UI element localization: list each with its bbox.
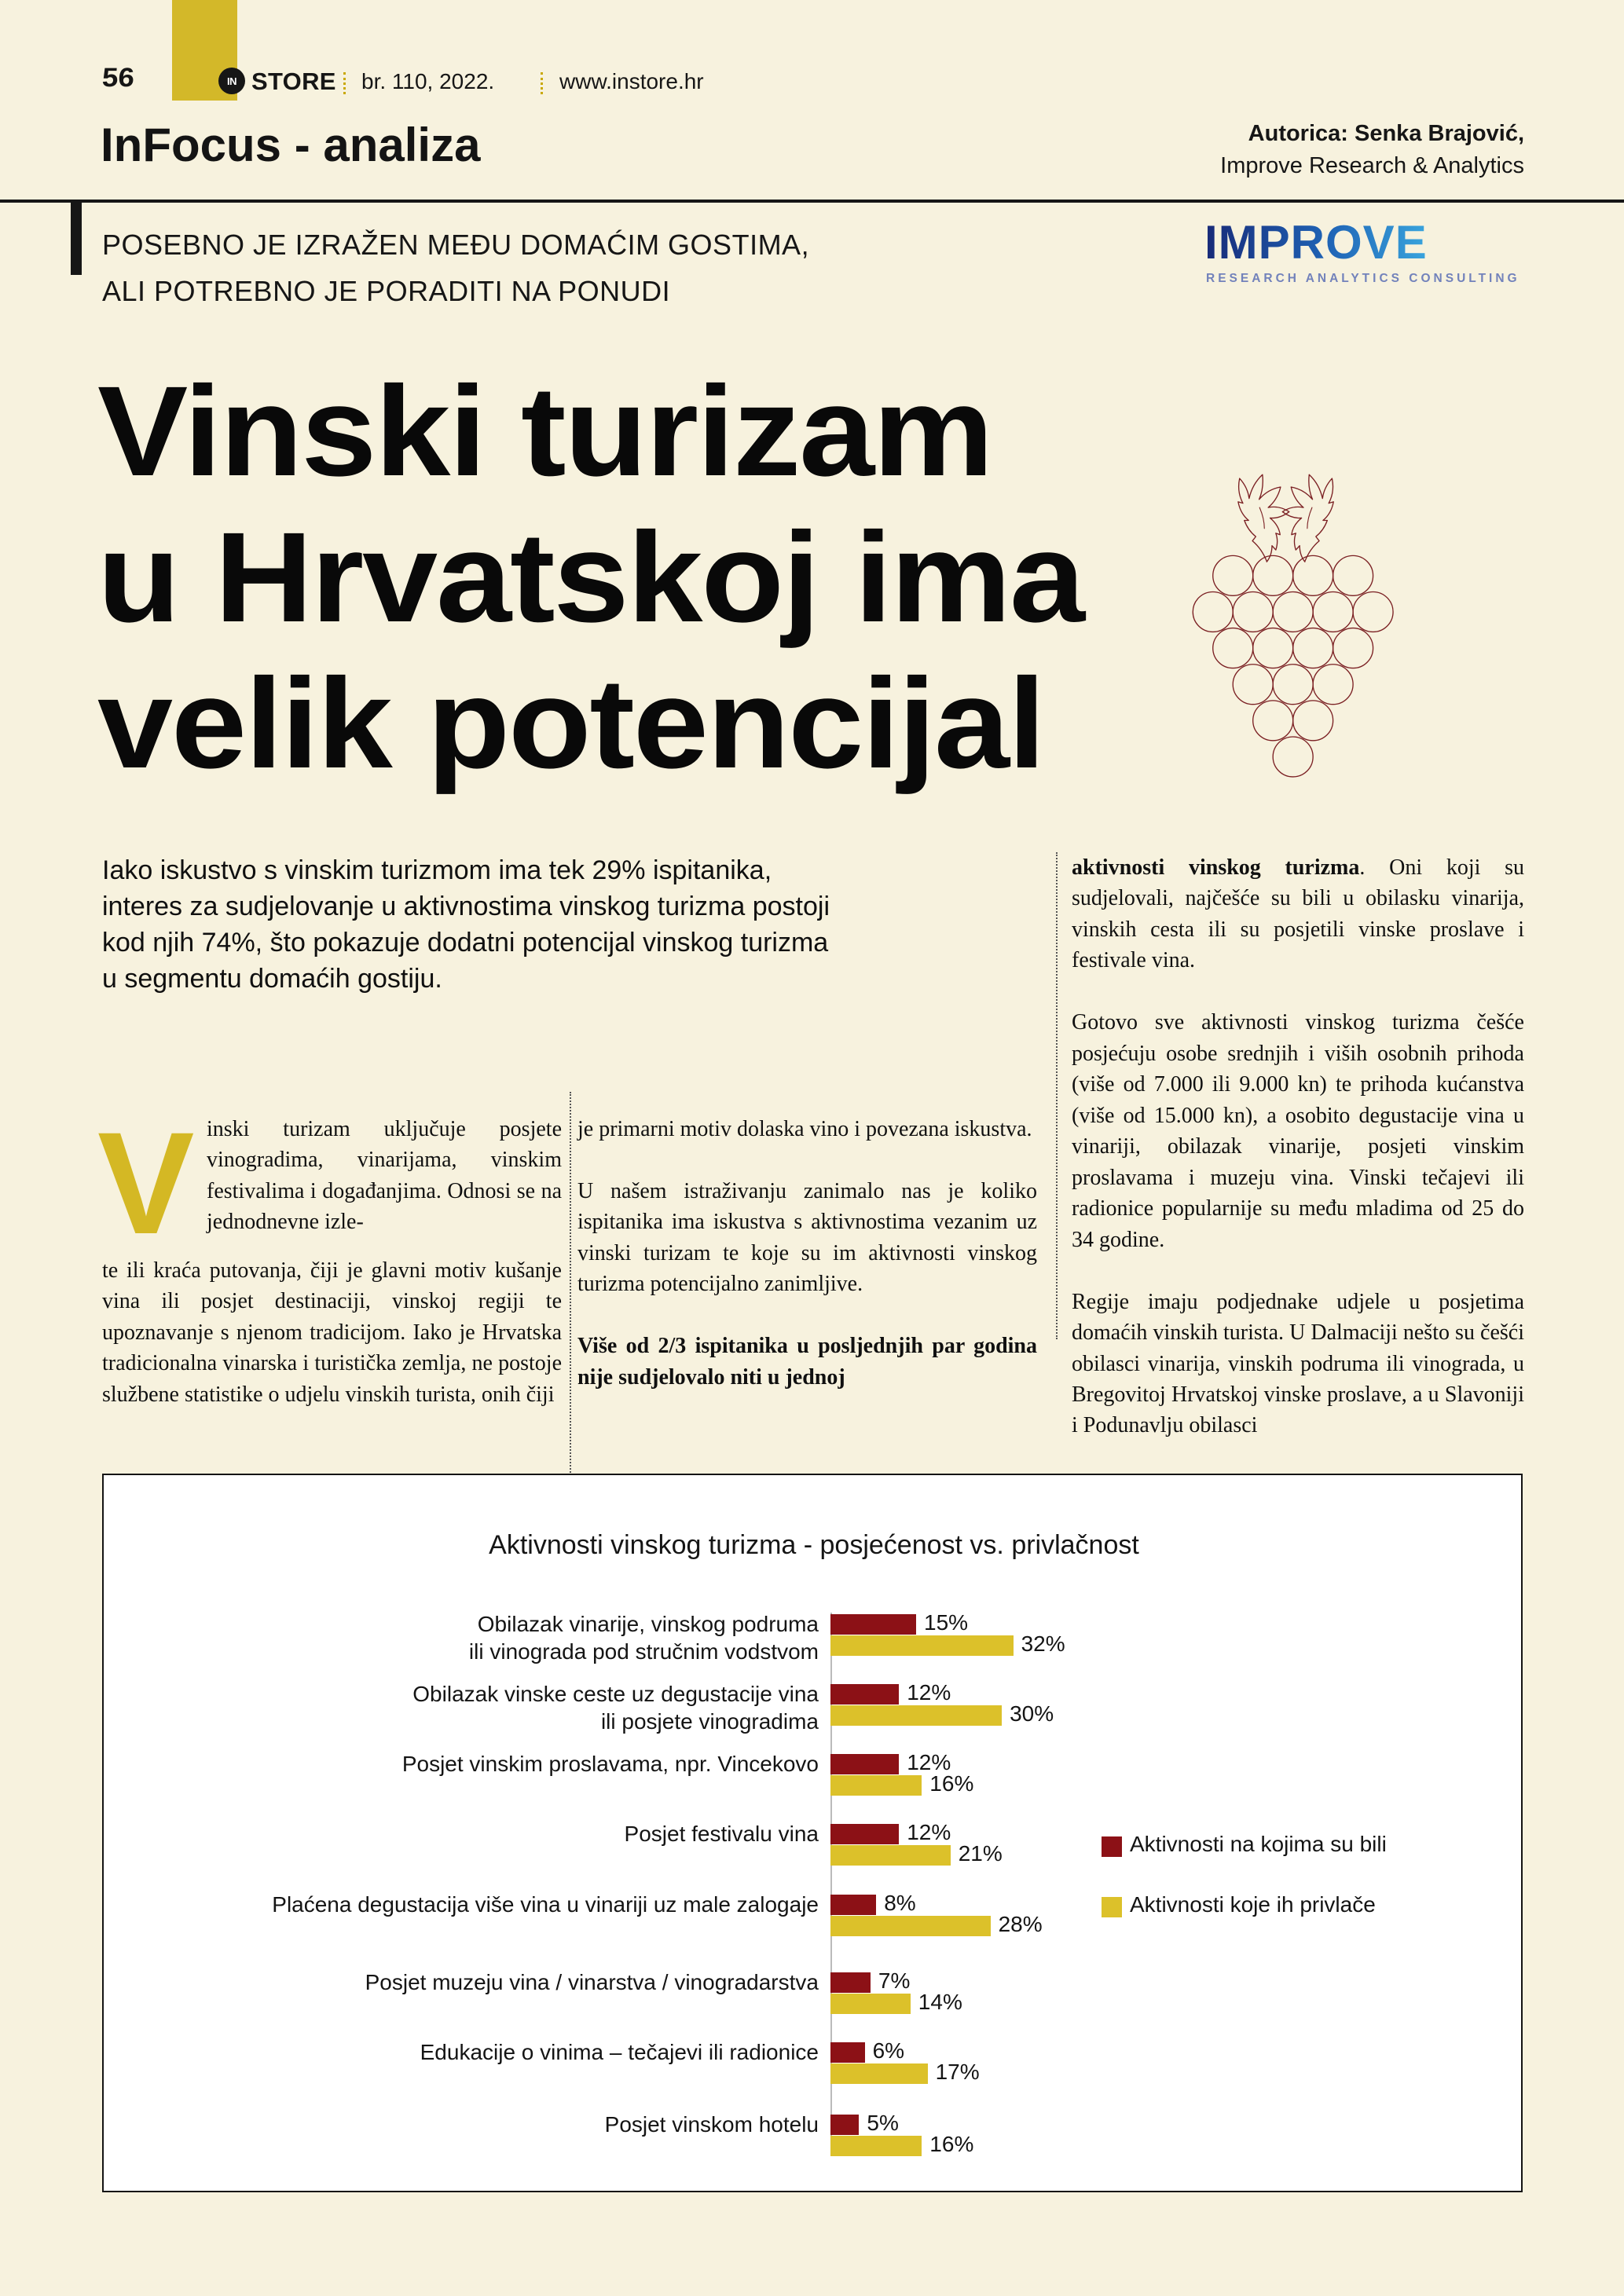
svg-text:IMPROVE: IMPROVE bbox=[1204, 216, 1428, 269]
svg-text:RESEARCH ANALYTICS CONSULTING: RESEARCH ANALYTICS CONSULTING bbox=[1206, 272, 1520, 285]
